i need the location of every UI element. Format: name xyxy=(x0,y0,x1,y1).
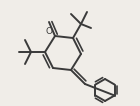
Text: O: O xyxy=(45,27,52,36)
